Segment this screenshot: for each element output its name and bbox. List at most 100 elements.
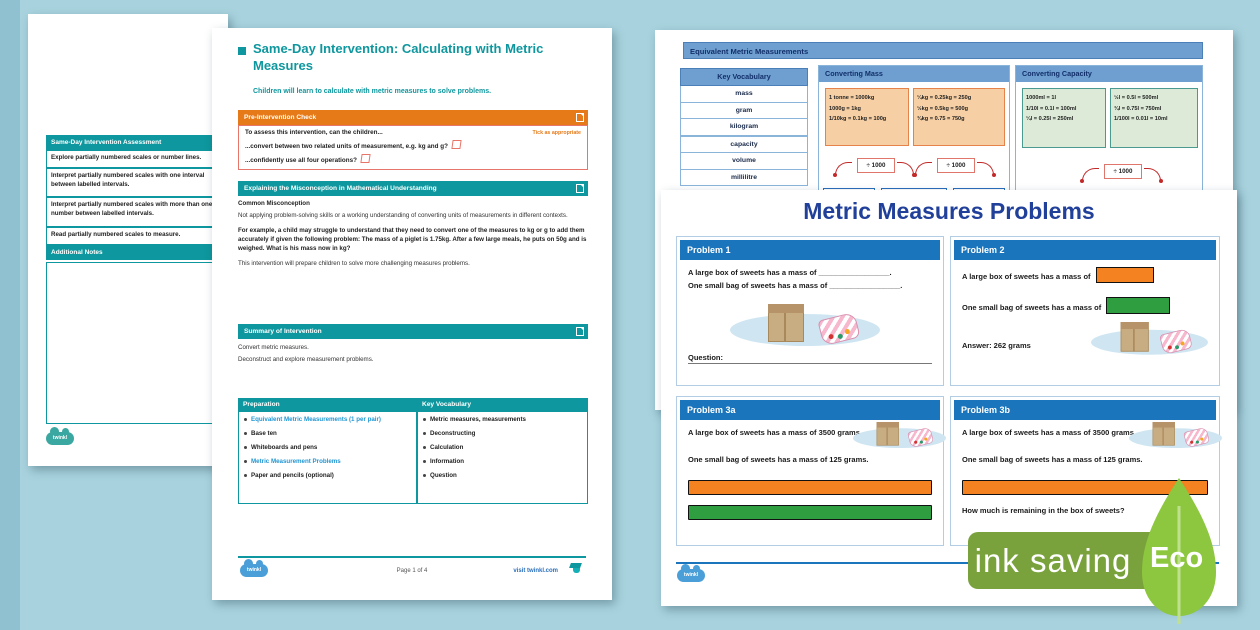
page-number: Page 1 of 4 xyxy=(396,568,428,574)
sweets-box-image xyxy=(1129,422,1222,451)
divide-1000-box: ÷ 1000 xyxy=(937,158,975,173)
twinkl-logo: twinkl xyxy=(677,564,705,582)
conversion-arrow-icon xyxy=(897,162,916,177)
problem-3a-header: Problem 3a xyxy=(680,400,940,420)
question-label: Question: xyxy=(688,353,723,362)
vocab-row: millilitre xyxy=(680,169,808,186)
answer-blank[interactable]: _________________. xyxy=(829,281,903,291)
orange-bar-model xyxy=(962,479,1208,495)
assessment-row: Interpret partially numbered scales with… xyxy=(46,168,228,197)
summary-line: Convert metric measures. xyxy=(238,344,309,351)
key-vocabulary-header: Key Vocabulary xyxy=(680,68,808,86)
converting-mass-header: Converting Mass xyxy=(819,66,1009,82)
equiv-title-bar: Equivalent Metric Measurements xyxy=(683,42,1203,59)
problem-3a-card: Problem 3a A large box of sweets has a m… xyxy=(676,396,946,546)
misconception-example: For example, a child may struggle to und… xyxy=(238,226,587,252)
sweets-box-image xyxy=(1091,322,1208,358)
misconception-section: Explaining the Misconception in Mathemat… xyxy=(238,181,588,275)
assessment-row: Explore partially numbered scales or num… xyxy=(46,150,228,168)
page-corner-icon xyxy=(576,113,584,122)
additional-notes-bar: Additional Notes xyxy=(46,245,228,260)
problem-text: One small bag of sweets has a mass of xyxy=(688,281,828,291)
key-vocabulary-header: Key Vocabulary xyxy=(417,398,588,412)
assessment-title-bar: Same-Day Intervention Assessment xyxy=(46,135,228,150)
problem-text: A large box of sweets has a mass of xyxy=(688,268,817,277)
resource-link[interactable]: Metric Measurement Problems xyxy=(251,458,341,465)
problems-page: Metric Measures Problems Problem 1 A lar… xyxy=(661,190,1237,606)
vocab-row: mass xyxy=(680,86,808,103)
converting-capacity-header: Converting Capacity xyxy=(1016,66,1202,82)
vocab-row: capacity xyxy=(680,136,808,153)
twinkl-logo: twinkl xyxy=(46,427,74,445)
footer-divider xyxy=(238,556,586,558)
mass-facts-box: ¼kg = 0.25kg = 250g ½kg = 0.5kg = 500g ¾… xyxy=(913,88,1005,146)
misconception-header: Explaining the Misconception in Mathemat… xyxy=(238,181,588,196)
summary-section: Summary of Intervention Convert metric m… xyxy=(238,324,588,363)
vocab-item: Deconstructing xyxy=(423,430,585,437)
prep-item: Base ten xyxy=(244,430,414,437)
background-edge-strip xyxy=(0,0,20,630)
pre-check-item: ...convert between two related units of … xyxy=(245,143,448,150)
ink-saving-label: ink saving xyxy=(974,542,1132,579)
conversion-arrow-icon xyxy=(1144,168,1163,183)
green-bar-model xyxy=(688,504,932,520)
writing-line[interactable] xyxy=(688,363,932,364)
conversion-arrow-icon xyxy=(1080,168,1099,183)
conversion-arrow-icon xyxy=(913,162,932,177)
orange-bar-model xyxy=(688,479,932,495)
summary-header: Summary of Intervention xyxy=(238,324,588,339)
prep-item: Equivalent Metric Measurements (1 per pa… xyxy=(244,416,414,423)
common-misconception-label: Common Misconception xyxy=(238,200,310,207)
vocab-item: Calculation xyxy=(423,444,585,451)
tick-box-icon xyxy=(451,140,462,149)
misconception-paragraph: This intervention will prepare children … xyxy=(238,259,470,267)
sweets-box-image xyxy=(730,304,880,350)
pre-check-intro: To assess this intervention, can the chi… xyxy=(245,129,383,136)
sweets-box-image xyxy=(853,422,946,451)
preparation-table: Preparation Equivalent Metric Measuremen… xyxy=(238,398,588,504)
additional-notes-box xyxy=(46,262,228,424)
conversion-arrow-icon xyxy=(833,162,852,177)
graduation-cap-icon xyxy=(568,562,584,574)
problem-text: A large box of sweets has a mass of 3500… xyxy=(962,428,1136,437)
pre-check-item: ...confidently use all four operations? xyxy=(245,157,357,164)
conversion-arrow-icon xyxy=(977,162,996,177)
key-vocabulary-table: Key Vocabulary mass gram kilogram capaci… xyxy=(680,68,808,186)
twinkl-logo: twinkl xyxy=(240,559,268,577)
assessment-row: Read partially numbered scales to measur… xyxy=(46,227,228,245)
problem-text: A large box of sweets has a mass of 3500… xyxy=(688,428,862,437)
mass-facts-box: 1 tonne = 1000kg 1000g = 1kg 1/10kg = 0.… xyxy=(825,88,909,146)
prep-item: Whiteboards and pens xyxy=(244,444,414,451)
vocab-item: Information xyxy=(423,458,585,465)
assessment-row: Interpret partially numbered scales with… xyxy=(46,197,228,227)
eco-leaf-icon xyxy=(1140,478,1218,624)
pre-intervention-check-section: Pre-Intervention Check To assess this in… xyxy=(238,110,588,170)
divide-1000-box: ÷ 1000 xyxy=(857,158,895,173)
tick-note: Tick as appropriate xyxy=(532,130,581,136)
orange-mass-swatch xyxy=(1095,267,1154,283)
problem-2-header: Problem 2 xyxy=(954,240,1216,260)
summary-line: Deconstruct and explore measurement prob… xyxy=(238,356,374,363)
problems-title: Metric Measures Problems xyxy=(803,198,1095,224)
problem-1-card: Problem 1 A large box of sweets has a ma… xyxy=(676,236,944,386)
vocab-row: kilogram xyxy=(680,119,808,137)
page-corner-icon xyxy=(576,184,584,193)
pre-check-header: Pre-Intervention Check xyxy=(238,110,588,125)
vocab-row: volume xyxy=(680,153,808,170)
answer-blank[interactable]: _________________. xyxy=(818,268,892,277)
capacity-facts-box: 1000ml = 1l 1/10l = 0.1l = 100ml ¼l = 0.… xyxy=(1022,88,1106,148)
problem-text: One small bag of sweets has a mass of xyxy=(962,303,1102,312)
answer-text: Answer: 262 grams xyxy=(962,341,1031,350)
problem-question: How much is remaining in the box of swee… xyxy=(962,505,1125,515)
green-mass-swatch xyxy=(1106,297,1171,314)
divide-1000-box: ÷ 1000 xyxy=(1104,164,1142,179)
assessment-page: Same-Day Intervention Assessment Explore… xyxy=(28,14,228,466)
resource-link[interactable]: Equivalent Metric Measurements (1 per pa… xyxy=(251,416,381,423)
problem-text: One small bag of sweets has a mass of 12… xyxy=(962,455,1143,465)
footer-divider xyxy=(676,562,1219,564)
tick-box-icon xyxy=(360,154,371,163)
prep-item: Paper and pencils (optional) xyxy=(244,472,414,479)
visit-link[interactable]: visit twinkl.com xyxy=(513,568,558,574)
page-subtitle: Children will learn to calculate with me… xyxy=(253,88,492,95)
